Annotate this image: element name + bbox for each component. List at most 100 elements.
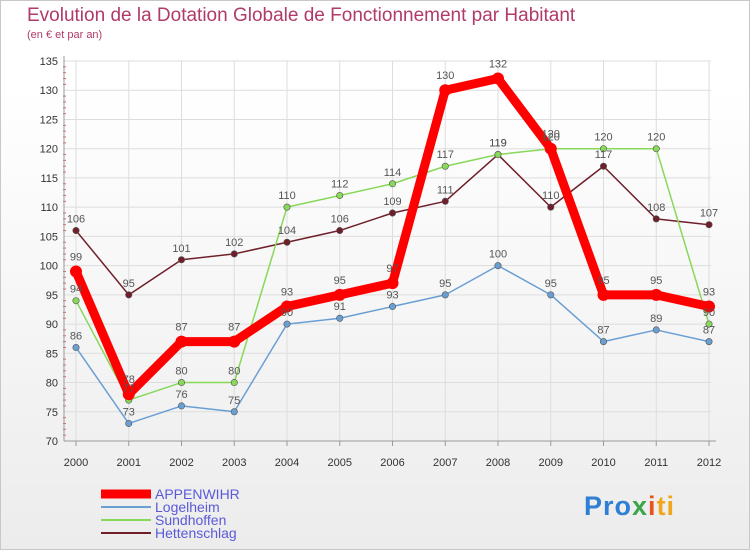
data-label: 111 — [437, 184, 454, 196]
data-point — [492, 72, 504, 85]
y-tick-label: 75 — [46, 407, 58, 419]
data-label: 110 — [278, 190, 296, 202]
data-point — [441, 162, 449, 170]
data-point — [72, 297, 80, 305]
axes: 70 75 80 85 90 95 100 105 110 115 120 125 130 135 2000… — [40, 56, 721, 469]
x-tick-label: 2007 — [433, 457, 457, 469]
legend-label: Sundhoffen — [155, 512, 226, 528]
data-label: 95 — [650, 275, 662, 287]
data-label: 78 — [123, 374, 135, 386]
data-point — [283, 238, 291, 246]
data-label: 109 — [383, 196, 401, 208]
data-label: 76 — [175, 389, 187, 401]
data-point — [705, 221, 713, 229]
data-point — [388, 303, 396, 311]
data-point — [125, 419, 133, 427]
x-tick-label: 2001 — [117, 457, 141, 469]
data-point — [178, 402, 186, 410]
data-label: 91 — [334, 301, 346, 313]
data-point — [72, 227, 80, 235]
data-point — [228, 335, 241, 348]
data-label: 75 — [228, 395, 240, 407]
y-tick-label: 100 — [40, 261, 58, 273]
data-label: 80 — [175, 366, 187, 378]
data-label: 104 — [278, 225, 296, 237]
x-tick-label: 2005 — [328, 457, 352, 469]
y-tick-label: 105 — [40, 231, 58, 243]
chart-subtitle: (en € et par an) — [27, 29, 103, 41]
data-label: 87 — [703, 325, 715, 337]
data-label: 97 — [386, 263, 398, 275]
data-label: 130 — [436, 70, 454, 82]
data-label: 87 — [597, 325, 609, 337]
data-point — [178, 256, 186, 264]
x-tick-label: 2012 — [697, 457, 721, 469]
data-label: 108 — [647, 202, 665, 214]
data-point — [441, 291, 449, 299]
data-point — [386, 277, 399, 290]
proxiti-logo: Proxiti — [584, 491, 675, 522]
legend-label: Logelheim — [155, 499, 220, 515]
x-tick-label: 2002 — [169, 457, 193, 469]
data-point — [652, 215, 660, 223]
data-point — [281, 300, 293, 313]
data-label: 119 — [489, 138, 507, 150]
data-point — [494, 262, 502, 270]
y-tick-label: 110 — [40, 202, 58, 214]
y-tick-label: 120 — [40, 144, 58, 156]
x-tick-label: 2004 — [275, 457, 299, 469]
logo-part-2: x — [632, 491, 649, 521]
data-point — [547, 291, 555, 299]
x-tick-label: 2008 — [486, 457, 510, 469]
data-point — [597, 288, 610, 301]
data-label: 73 — [123, 406, 135, 418]
data-label: 90 — [281, 307, 293, 319]
data-point — [650, 288, 663, 301]
data-point — [494, 151, 502, 159]
data-label: 87 — [175, 322, 187, 334]
data-point — [178, 379, 186, 387]
data-label: 93 — [703, 287, 715, 299]
data-label: 132 — [489, 59, 507, 71]
data-point — [599, 338, 607, 346]
logo-part-1: Pro — [584, 491, 633, 521]
data-label: 110 — [542, 190, 560, 202]
data-label: 95 — [334, 275, 346, 287]
y-tick-label: 95 — [46, 290, 58, 302]
y-tick-label: 80 — [46, 378, 58, 390]
data-label: 93 — [281, 287, 293, 299]
data-label: 120 — [594, 132, 612, 144]
data-point — [70, 265, 82, 278]
data-label: 120 — [647, 132, 665, 144]
logo-part-3: i — [648, 491, 657, 521]
y-tick-label: 125 — [40, 114, 58, 126]
data-labels: 106 95 101 102 104 106 109 111 119 110 117 108 107 94… — [67, 59, 718, 419]
data-label: 120 — [542, 132, 560, 144]
data-label: 95 — [597, 275, 609, 287]
data-label: 95 — [123, 278, 135, 290]
data-point — [175, 335, 188, 348]
data-point — [599, 162, 607, 170]
x-tick-label: 2011 — [644, 457, 668, 469]
data-label: 114 — [384, 167, 402, 179]
data-point — [388, 180, 396, 188]
data-label: 89 — [650, 313, 662, 325]
data-label: 117 — [595, 149, 613, 161]
y-tick-label: 115 — [40, 173, 58, 185]
data-point — [230, 408, 238, 416]
data-point — [283, 320, 291, 328]
x-tick-label: 2010 — [591, 457, 615, 469]
data-point — [283, 203, 291, 211]
x-tick-label: 2006 — [380, 457, 404, 469]
data-label: 120 — [542, 129, 560, 141]
data-point — [388, 209, 396, 217]
data-point — [544, 142, 557, 155]
data-point — [333, 288, 346, 301]
data-point — [599, 145, 607, 153]
y-tick-label: 135 — [40, 56, 58, 68]
data-label: 87 — [228, 322, 240, 334]
data-point — [439, 84, 452, 97]
data-point — [125, 291, 133, 299]
data-point — [441, 197, 449, 205]
